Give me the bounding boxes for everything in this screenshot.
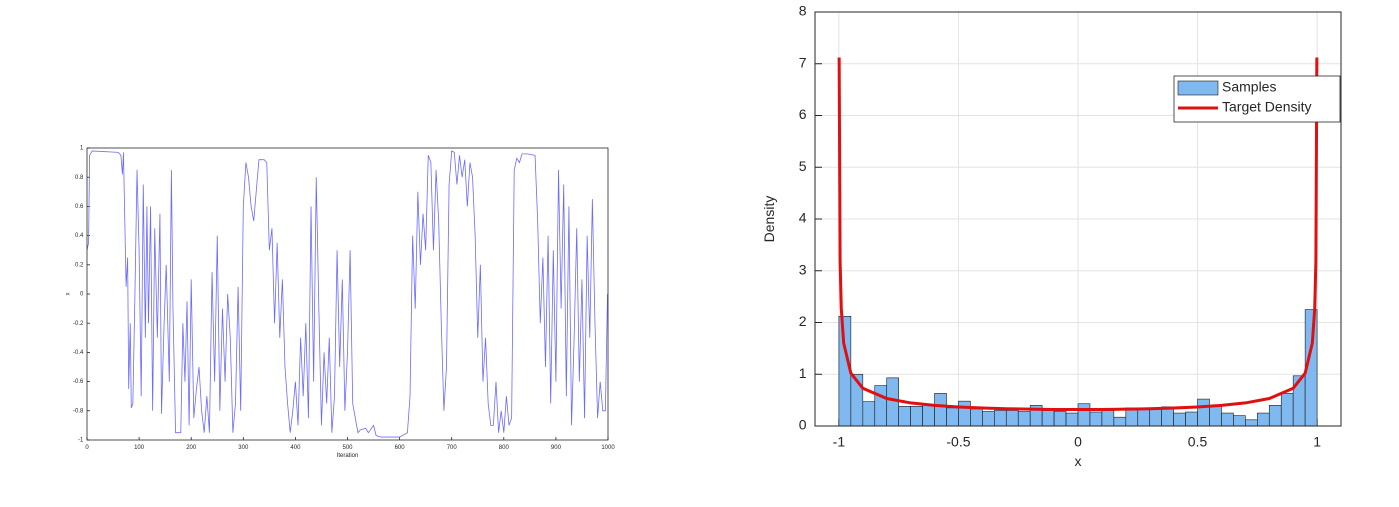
y-tick-label: 6: [799, 106, 807, 122]
hist-bar: [898, 406, 911, 427]
hist-bar: [1257, 412, 1270, 427]
x-tick-label: 600: [395, 445, 406, 451]
x-tick-label: 900: [551, 445, 562, 451]
y-tick-label: 0: [799, 417, 807, 433]
x-axis-label: x: [1075, 453, 1082, 469]
hist-bar: [1053, 411, 1067, 427]
legend-swatch: [1177, 80, 1219, 96]
y-tick-label: 7: [799, 54, 807, 70]
hist-bar: [1221, 412, 1234, 427]
y-tick-label: 0.2: [75, 262, 84, 268]
hist-bar: [982, 411, 995, 427]
hist-bar: [946, 407, 959, 427]
y-tick-label: 4: [799, 210, 807, 226]
y-axis-label: Density: [761, 196, 777, 243]
axes-box: [814, 11, 1342, 427]
hist-bar: [1017, 411, 1031, 427]
x-tick-label: 400: [290, 445, 301, 451]
hist-bar: [1005, 410, 1019, 427]
hist-bar: [1041, 410, 1055, 427]
hist-bar: [874, 385, 888, 427]
x-tick-label: 0: [1074, 434, 1082, 450]
hist-bar: [1233, 415, 1246, 427]
hist-bar: [1197, 398, 1210, 427]
x-tick-label: 100: [134, 445, 145, 451]
density-line: [837, 57, 1319, 412]
y-axis-label: x: [65, 293, 71, 296]
legend-label: Target Density: [1222, 99, 1311, 115]
x-tick-label: 1000: [601, 445, 615, 451]
hist-bar: [1185, 411, 1198, 427]
hist-bar: [862, 401, 876, 427]
x-tick-label: 500: [342, 445, 353, 451]
hist-bar: [994, 410, 1007, 427]
hist-bar: [1292, 375, 1306, 427]
y-tick-label: 0.6: [75, 204, 84, 210]
y-tick-label: 2: [799, 313, 807, 329]
plot-area: [87, 148, 608, 440]
y-tick-label: 1: [799, 365, 807, 381]
hist-bar: [1209, 406, 1222, 427]
x-axis-label: Iteration: [337, 453, 359, 459]
x-tick-label: 800: [499, 445, 510, 451]
x-tick-label: 200: [186, 445, 197, 451]
y-tick-label: -0.4: [73, 350, 84, 356]
y-tick-label: 0.8: [75, 175, 84, 181]
y-tick-label: -1: [78, 438, 84, 444]
hist-bar: [1149, 407, 1162, 427]
y-tick-label: 5: [799, 158, 807, 174]
x-tick-label: -0.5: [946, 434, 970, 450]
hist-bar: [1137, 408, 1151, 427]
x-tick-label: -1: [833, 434, 846, 450]
hist-bar: [970, 408, 983, 427]
y-tick-label: 8: [799, 3, 807, 19]
axes-box: [86, 147, 609, 441]
hist-bar: [886, 377, 899, 427]
hist-bar: [910, 406, 923, 427]
y-tick-label: 1: [80, 146, 84, 152]
y-tick-label: 0: [80, 292, 84, 298]
hist-bar: [1280, 393, 1294, 427]
hist-bar: [1089, 411, 1103, 427]
hist-bar: [1245, 419, 1258, 427]
hist-bar: [1268, 404, 1282, 427]
y-tick-label: -0.2: [73, 321, 84, 327]
hist-bar: [922, 404, 935, 427]
x-tick-label: 1: [1313, 434, 1321, 450]
trace-line: [86, 150, 608, 438]
y-tick-label: 3: [799, 261, 807, 277]
x-tick-label: 700: [447, 445, 458, 451]
x-tick-label: 300: [238, 445, 249, 451]
y-tick-label: -0.6: [73, 379, 84, 385]
hist-bar: [958, 400, 971, 427]
x-tick-label: 0.5: [1188, 434, 1208, 450]
hist-bar: [934, 393, 947, 427]
y-tick-label: -0.8: [73, 408, 84, 414]
legend-label: Samples: [1222, 79, 1276, 95]
hist-bar: [1101, 410, 1115, 427]
hist-bar: [1065, 412, 1079, 427]
hist-bar: [1173, 412, 1186, 427]
x-tick-label: 0: [85, 445, 89, 451]
hist-bar: [1113, 416, 1127, 427]
y-tick-label: 0.4: [75, 233, 84, 239]
hist-bar: [1077, 403, 1091, 427]
